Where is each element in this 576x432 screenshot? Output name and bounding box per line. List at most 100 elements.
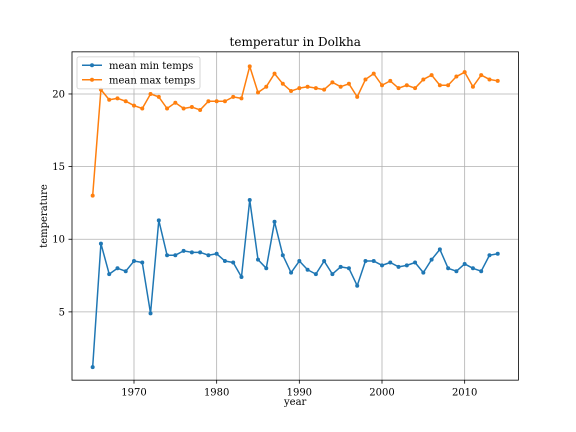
data-point: [198, 107, 203, 112]
data-point: [396, 86, 401, 91]
data-point: [462, 261, 467, 266]
data-point: [256, 257, 260, 262]
data-point: [363, 77, 368, 82]
data-point: [289, 89, 294, 94]
y-tick-label: 20: [52, 89, 65, 100]
x-tick-label: 1970: [121, 388, 146, 399]
legend-entry: mean max temps: [82, 75, 195, 86]
data-point: [495, 251, 500, 256]
data-point: [107, 272, 112, 277]
grid: [72, 51, 519, 381]
plot-frame: [71, 51, 519, 381]
data-point: [371, 259, 376, 264]
data-point: [404, 83, 409, 88]
data-point: [487, 253, 492, 258]
legend-marker: [90, 77, 94, 82]
data-point: [346, 81, 351, 86]
data-point: [272, 71, 277, 76]
chart-title: temperatur in Dolkha: [230, 35, 361, 49]
data-point: [470, 266, 475, 271]
data-point: [446, 83, 451, 88]
legend-label: mean min temps: [109, 61, 193, 72]
data-point: [313, 272, 318, 277]
legend-entries: mean min temps mean max temps: [82, 61, 195, 86]
y-axis-label: temperature: [39, 184, 50, 248]
data-point: [98, 241, 103, 246]
legend: mean min temps mean max temps: [76, 56, 201, 90]
data-point: [256, 90, 260, 95]
data-point: [181, 248, 186, 253]
data-point: [437, 83, 442, 88]
data-point: [371, 71, 376, 76]
data-point: [272, 219, 277, 224]
data-point: [132, 259, 136, 264]
data-point: [479, 269, 484, 274]
data-point: [388, 260, 393, 265]
data-point: [313, 86, 318, 91]
data-point: [388, 78, 393, 83]
data-point: [462, 70, 467, 75]
data-point: [90, 365, 95, 370]
data-point: [429, 257, 434, 262]
data-point: [115, 96, 120, 101]
data-point: [198, 250, 203, 255]
data-point: [429, 73, 434, 78]
data-point: [132, 103, 136, 108]
data-point: [338, 84, 343, 89]
legend-entry: mean min temps: [82, 61, 193, 72]
data-point: [346, 266, 351, 271]
data-point: [90, 193, 95, 198]
data-point: [380, 83, 384, 88]
data-point: [156, 94, 161, 99]
data-point: [107, 97, 112, 102]
data-point: [413, 260, 418, 265]
series-0: [90, 198, 500, 370]
data-point: [123, 269, 128, 274]
data-point: [330, 272, 335, 277]
data-point: [305, 84, 310, 89]
legend-box: [76, 56, 201, 90]
data-point: [247, 198, 252, 203]
data-point: [280, 253, 285, 258]
data-point: [454, 269, 459, 274]
data-point: [140, 260, 145, 265]
x-axis-label: year: [283, 397, 307, 408]
legend-label: mean max temps: [109, 75, 195, 86]
data-point: [264, 266, 269, 271]
data-point: [148, 311, 153, 316]
data-point: [231, 94, 236, 99]
data-point: [355, 94, 360, 99]
data-point: [148, 91, 153, 96]
data-point: [165, 253, 170, 258]
data-point: [156, 218, 161, 223]
data-point: [413, 86, 418, 91]
data-point: [181, 106, 186, 111]
series-1: [90, 64, 500, 198]
data-point: [495, 78, 500, 83]
y-tick-label: 15: [52, 162, 65, 173]
x-tick-label: 2010: [452, 388, 477, 399]
data-point: [363, 259, 368, 264]
data-point: [231, 260, 236, 265]
data-point: [280, 81, 285, 86]
data-point: [222, 99, 227, 104]
data-point: [454, 74, 459, 79]
ticks: 1970 1980 1990 2000 2010 5 10 15 20: [52, 89, 477, 398]
data-point: [189, 250, 194, 255]
data-point: [437, 247, 442, 252]
data-point: [247, 64, 252, 69]
data-point: [305, 267, 310, 272]
data-point: [421, 270, 426, 275]
y-tick-label: 5: [59, 307, 65, 318]
data-point: [173, 253, 178, 258]
data-point: [289, 270, 294, 275]
data-point: [239, 275, 244, 280]
data-point: [214, 99, 219, 104]
data-point: [380, 263, 384, 268]
x-tick-label: 1990: [287, 388, 312, 399]
data-point: [330, 80, 335, 85]
data-point: [404, 263, 409, 268]
data-point: [214, 251, 219, 256]
